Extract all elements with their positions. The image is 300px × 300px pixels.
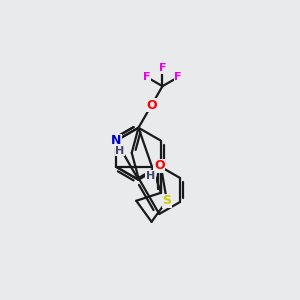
Text: F: F — [143, 72, 151, 82]
Text: F: F — [159, 63, 166, 73]
Text: H: H — [115, 146, 124, 156]
Text: O: O — [154, 160, 165, 172]
Text: S: S — [162, 194, 171, 207]
Text: O: O — [146, 99, 157, 112]
Text: H: H — [146, 171, 155, 181]
Text: N: N — [111, 134, 121, 147]
Text: F: F — [174, 72, 182, 82]
